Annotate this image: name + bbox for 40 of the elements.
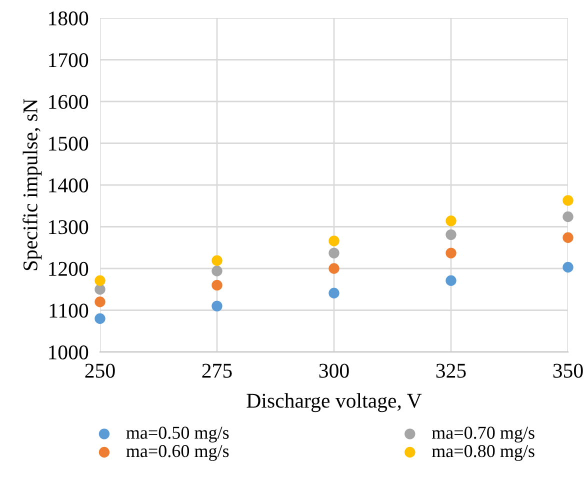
- y-tick-label: 1200: [49, 262, 88, 276]
- point: [446, 229, 456, 240]
- point: [328, 248, 340, 258]
- y-tick-label: 1000: [49, 345, 88, 360]
- point: [94, 313, 106, 324]
- y-tick-label: 1800: [49, 11, 88, 26]
- point: [446, 216, 456, 226]
- point: [328, 263, 340, 274]
- y-tick-label: 1700: [49, 53, 88, 68]
- point: [446, 275, 456, 286]
- x-tick-label: 275: [202, 364, 232, 378]
- point: [328, 236, 340, 246]
- point: [94, 284, 106, 295]
- legend-label: ma=0.70 mg/s: [432, 426, 534, 443]
- point: [446, 248, 456, 258]
- point: [212, 300, 222, 312]
- x-axis-title: Discharge voltage, V: [246, 393, 422, 412]
- y-tick-label: 1400: [49, 178, 88, 192]
- point: [562, 232, 574, 243]
- x-tick-label: 300: [319, 364, 349, 378]
- x-tick-label: 350: [553, 364, 583, 378]
- point: [212, 255, 222, 266]
- y-tick-label: 1600: [49, 94, 88, 109]
- point: [562, 211, 574, 222]
- legend-label: ma=0.50 mg/s: [126, 426, 229, 443]
- y-tick-label: 1500: [49, 136, 88, 151]
- legend-label: ma=0.80 mg/s: [432, 444, 534, 461]
- legend-label: ma=0.60 mg/s: [126, 444, 229, 461]
- point: [562, 262, 574, 273]
- point: [328, 288, 340, 298]
- y-tick-label: 1100: [50, 304, 88, 318]
- point: [212, 280, 222, 291]
- y-axis-title: Specific impulse, sN: [22, 98, 42, 270]
- y-tick-label: 1300: [49, 220, 88, 234]
- point: [94, 275, 106, 286]
- point: [562, 195, 574, 206]
- point: [212, 266, 222, 276]
- x-tick-label: 325: [436, 364, 466, 378]
- point: [94, 296, 106, 308]
- x-tick-label: 250: [85, 364, 115, 378]
